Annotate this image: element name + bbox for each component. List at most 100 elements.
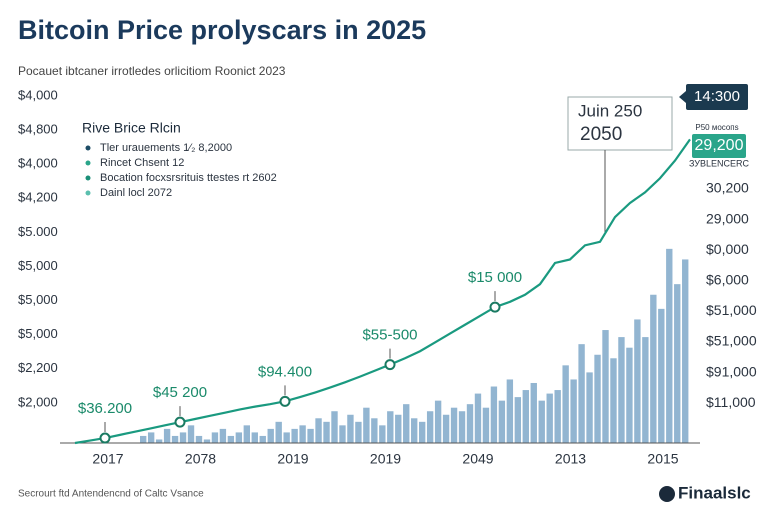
volume-bar bbox=[363, 407, 370, 443]
volume-bar bbox=[514, 397, 522, 443]
volume-bar bbox=[187, 425, 195, 443]
volume-bar bbox=[482, 407, 490, 443]
volume-bar bbox=[267, 428, 274, 443]
volume-bar bbox=[291, 428, 298, 443]
badge-note: ЗУВLENCERC bbox=[689, 158, 750, 168]
volume-bar bbox=[650, 294, 657, 443]
y-axis-label: $5.000 bbox=[18, 224, 58, 239]
volume-bar bbox=[307, 428, 314, 443]
volume-bar bbox=[666, 248, 673, 443]
x-tick-label: 2049 bbox=[462, 451, 493, 467]
volume-bar bbox=[674, 284, 681, 443]
volume-bar bbox=[530, 382, 537, 443]
volume-bar bbox=[682, 259, 689, 443]
volume-bar bbox=[395, 414, 402, 443]
volume-bar bbox=[490, 386, 498, 443]
legend-marker bbox=[85, 190, 91, 196]
line-marker bbox=[489, 301, 501, 313]
volume-bar bbox=[403, 404, 410, 443]
x-tick-label: 2019 bbox=[370, 451, 401, 467]
chart-title: Bitcoin Price prolyscars in 2025 bbox=[18, 15, 426, 45]
volume-bar bbox=[323, 421, 330, 443]
legend-title: Rive Brice Rlcin bbox=[82, 120, 181, 136]
x-tick-label: 2017 bbox=[92, 451, 123, 467]
volume-bar bbox=[347, 414, 354, 443]
y-axis-label: $2,200 bbox=[18, 360, 58, 375]
volume-bar bbox=[315, 418, 322, 443]
legend-marker bbox=[85, 145, 91, 151]
y2-axis-label: $51,000 bbox=[706, 302, 757, 318]
volume-bar bbox=[331, 411, 338, 443]
badge bbox=[686, 84, 748, 110]
volume-bar bbox=[203, 439, 211, 443]
x-tick-label: 2015 bbox=[647, 451, 678, 467]
volume-bar bbox=[243, 425, 250, 443]
volume-bar bbox=[626, 347, 633, 443]
annotation: $94.400 bbox=[258, 363, 312, 380]
y2-axis-label: $6,000 bbox=[706, 272, 749, 288]
volume-bar bbox=[259, 435, 266, 443]
badge-small: P50 мосопs bbox=[695, 123, 738, 132]
volume-bar bbox=[538, 400, 545, 443]
volume-bar bbox=[219, 428, 227, 443]
legend-marker bbox=[85, 175, 91, 181]
callout-text: Juin 250 bbox=[578, 101, 642, 120]
legend-label: Tler urauements 1⁄₂ 8,2000 bbox=[100, 142, 232, 154]
volume-bar bbox=[578, 344, 585, 443]
volume-bar bbox=[602, 330, 609, 443]
line-marker bbox=[279, 395, 291, 407]
brand: Finaalslc bbox=[678, 483, 751, 502]
volume-bar bbox=[299, 425, 306, 443]
brand-logo bbox=[659, 486, 675, 502]
y2-axis-label: 30,200 bbox=[706, 180, 749, 196]
volume-bar bbox=[562, 365, 569, 443]
annotation: $15 000 bbox=[468, 269, 522, 286]
annotation: $45 200 bbox=[153, 384, 207, 401]
x-tick-label: 2019 bbox=[277, 451, 308, 467]
legend-label: Rincet Chsent 12 bbox=[100, 157, 184, 169]
volume-bar bbox=[554, 390, 561, 443]
y2-axis-label: 29,000 bbox=[706, 210, 749, 226]
badge-text: 14:300 bbox=[694, 88, 740, 105]
y-axis-label: $5,000 bbox=[18, 292, 58, 307]
y2-axis-label: $51,000 bbox=[706, 333, 757, 349]
volume-bar bbox=[474, 393, 482, 443]
y-axis-label: $4,000 bbox=[18, 156, 58, 171]
line-marker bbox=[174, 416, 186, 428]
y-axis-label: $4,800 bbox=[18, 122, 58, 137]
volume-bar bbox=[251, 432, 258, 443]
y2-axis-label: $11,000 bbox=[706, 394, 756, 410]
volume-bar bbox=[211, 432, 219, 443]
y-axis-label: $4,200 bbox=[18, 190, 58, 205]
callout-box bbox=[567, 96, 673, 151]
volume-bar bbox=[283, 432, 290, 443]
legend-label: Dainl locl 2072 bbox=[100, 187, 172, 199]
legend-marker bbox=[85, 160, 91, 166]
x-tick-label: 2013 bbox=[555, 451, 586, 467]
annotation: $55-500 bbox=[362, 327, 417, 344]
x-tick-label: 2078 bbox=[185, 451, 216, 467]
volume-bar bbox=[658, 308, 665, 443]
y-axis-label: $5,000 bbox=[18, 258, 58, 273]
badge bbox=[692, 134, 746, 158]
subtitle: Pocauet ibtcaner irrotledes orlicitiom R… bbox=[18, 64, 286, 78]
volume-bar bbox=[418, 421, 426, 443]
annotation: $36.200 bbox=[78, 400, 132, 417]
volume-bar bbox=[642, 337, 649, 443]
line-marker bbox=[384, 359, 396, 371]
volume-bar bbox=[147, 432, 155, 443]
volume-bar bbox=[379, 425, 386, 443]
volume-bar bbox=[140, 435, 147, 443]
volume-bar bbox=[227, 435, 235, 443]
volume-bar bbox=[155, 439, 163, 443]
volume-bar bbox=[235, 432, 243, 443]
volume-bar bbox=[546, 393, 553, 443]
y-axis-label: $4,000 bbox=[18, 87, 58, 102]
volume-bar bbox=[522, 390, 529, 443]
volume-bar bbox=[355, 421, 362, 443]
legend-label: Bocation focxsrsrituis ttestes rt 2602 bbox=[100, 172, 277, 184]
volume-bar bbox=[570, 379, 577, 443]
volume-bar bbox=[498, 400, 506, 443]
volume-bar bbox=[506, 379, 514, 443]
